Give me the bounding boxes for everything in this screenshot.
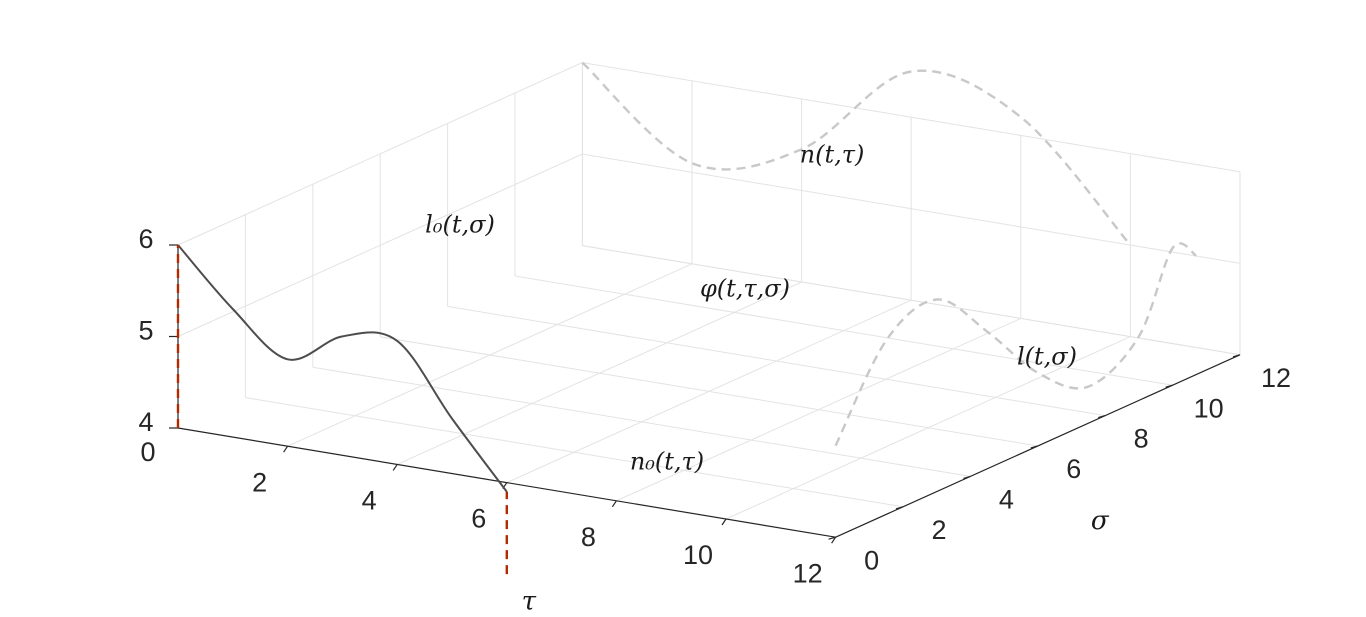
l-label: l(t,σ) <box>1017 343 1077 371</box>
sigma-tick-label: 10 <box>1194 393 1224 423</box>
floor-gridline-tau <box>506 299 912 484</box>
series-line-1 <box>177 244 508 493</box>
floor-gridline-tau <box>725 336 1131 520</box>
sigma-tick-mark <box>895 506 904 510</box>
tau-tick-mark <box>392 464 398 471</box>
tau-tick-mark <box>283 445 289 453</box>
annotations: τ σ φ(t,τ,σ) n(t,τ) l(t,σ) l₀(t,σ) n₀(t,τ) <box>425 141 1110 617</box>
tau-axis-label: τ <box>522 587 537 617</box>
floor-gridline-tau <box>287 263 693 447</box>
tau-tick-label: 4 <box>362 486 377 516</box>
origin-tick-label: 0 <box>140 437 155 467</box>
tau-tick-label: 12 <box>793 558 823 588</box>
sigma-tick-label: 2 <box>931 515 946 545</box>
left-wall-horizontal-gridline <box>177 153 583 337</box>
sigma-tick-mark <box>1030 445 1038 449</box>
back-wall-horizontal-gridline <box>582 153 1241 264</box>
tau-tick-label: 8 <box>581 522 596 552</box>
tau-tick-label: 2 <box>252 467 267 497</box>
back-wall-horizontal-gridline <box>582 62 1241 173</box>
tau-tick-mark <box>831 536 837 544</box>
data-series <box>176 61 1197 575</box>
sigma-tick-label: 8 <box>1134 424 1149 454</box>
sigma-tick-mark <box>1165 384 1173 388</box>
back-wall-horizontal-gridline <box>582 245 1241 356</box>
sigma-tick-mark <box>963 475 971 479</box>
sigma-tick-label: 4 <box>999 485 1014 515</box>
tau-tick-mark <box>611 500 617 508</box>
sigma-tick-mark <box>828 536 836 540</box>
z-tick-label: 4 <box>138 407 153 437</box>
left-wall-horizontal-gridline <box>177 62 583 246</box>
tick-labels: 2 4 6 8 10 12 0 2 4 6 8 10 12 4 5 6 0 <box>138 224 1291 588</box>
z-tick-label: 6 <box>138 224 153 254</box>
n0-label: n₀(t,τ) <box>630 448 704 476</box>
z-tick-label: 5 <box>138 316 153 346</box>
phi-label: φ(t,τ,σ) <box>700 275 790 303</box>
sigma-tick-mark <box>1232 354 1241 358</box>
tau-tick-label: 6 <box>471 504 486 534</box>
n-label: n(t,τ) <box>800 141 865 169</box>
l0-label: l₀(t,σ) <box>425 211 495 239</box>
floor-gridline-tau <box>396 281 802 465</box>
floor-gridline-tau <box>616 317 1022 502</box>
sigma-tick-label: 6 <box>1066 454 1081 484</box>
tau-tick-label: 10 <box>683 540 713 570</box>
sigma-tick-mark <box>1098 415 1106 419</box>
sigma-axis-label: σ <box>1091 506 1110 536</box>
series-line-3 <box>834 242 1197 447</box>
sigma-tick-label: 12 <box>1261 363 1291 393</box>
tau-tick-mark <box>721 518 727 526</box>
sigma-tick-label: 0 <box>864 545 879 575</box>
